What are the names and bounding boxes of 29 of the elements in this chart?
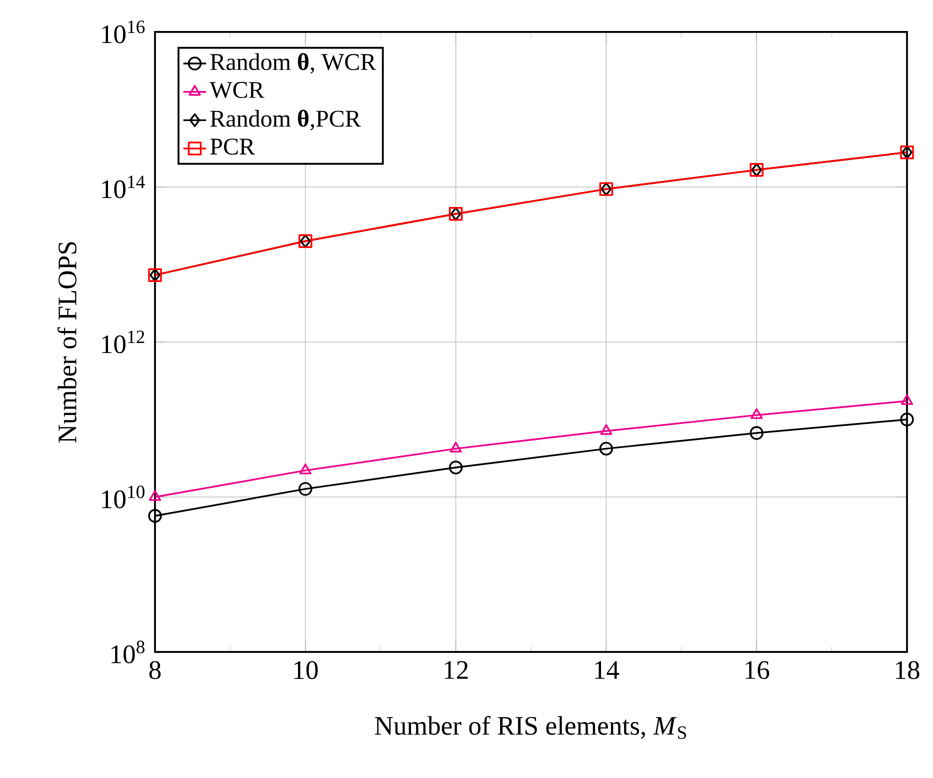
point (900, 394, 914, 405)
y-tick-label: 10$^{16}$ (102, 20, 145, 44)
point (450, 442, 462, 453)
point (448, 460, 463, 474)
x-tick-label: 12 (444, 661, 468, 679)
x-tick-label: 16 (746, 661, 770, 680)
y-tick-label: 10$^{10}$ (102, 486, 144, 508)
legend-label: Random θ,PCR (210, 110, 361, 130)
point (148, 490, 162, 501)
legend-label: WCR (210, 82, 264, 98)
point (599, 442, 614, 456)
point (900, 412, 914, 426)
point (750, 408, 763, 419)
y-axis-title: Number of FLOPS (57, 242, 76, 443)
point (750, 426, 764, 440)
y-tick-label: 10$^{12}$ (102, 330, 144, 354)
x-axis-title: Number of RIS elements, M$_{S}$ (374, 716, 686, 739)
point (600, 424, 612, 435)
point (298, 482, 312, 496)
legend-label: PCR (210, 138, 255, 155)
x-tick-label: 18 (896, 661, 920, 680)
point (148, 509, 162, 523)
x-tick-label: 8 (149, 661, 161, 680)
y-tick-label: 10$^{14}$ (102, 176, 145, 198)
y-tick-label: 10$^{8}$ (112, 640, 144, 664)
legend-label: Random θ, WCR (210, 53, 376, 74)
x-tick-label: 14 (595, 661, 620, 679)
point (299, 464, 312, 474)
x-tick-label: 10 (294, 661, 318, 680)
